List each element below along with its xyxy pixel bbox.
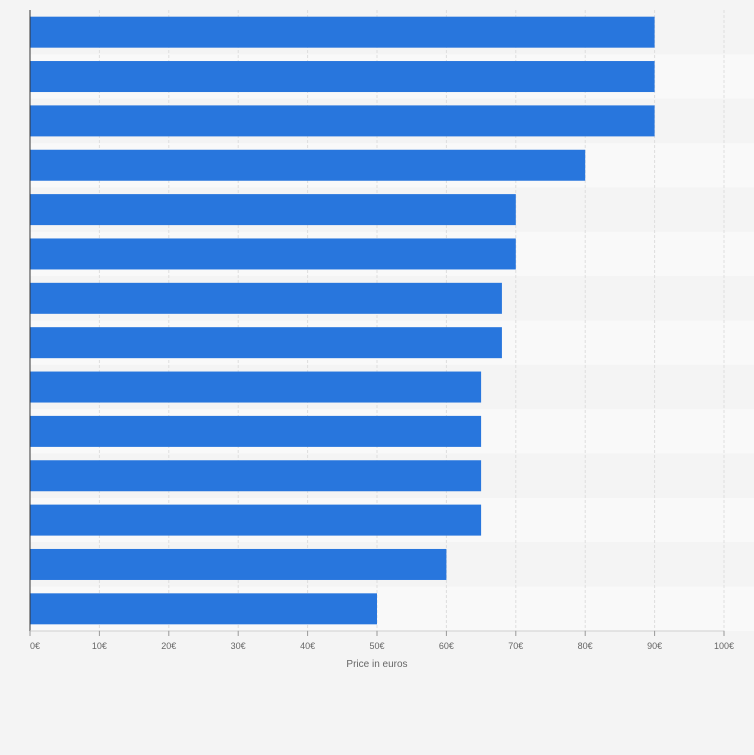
bar[interactable] <box>30 371 482 403</box>
x-axis-title: Price in euros <box>346 659 407 670</box>
x-tick-label: 100€ <box>714 641 734 651</box>
bar[interactable] <box>30 548 447 580</box>
bar[interactable] <box>30 149 586 181</box>
bar[interactable] <box>30 415 482 447</box>
bar[interactable] <box>30 61 655 93</box>
bar[interactable] <box>30 105 655 137</box>
x-tick-label: 0€ <box>30 641 40 651</box>
x-tick-label: 50€ <box>369 641 384 651</box>
bar[interactable] <box>30 327 502 359</box>
bar[interactable] <box>30 460 482 492</box>
x-tick-label: 60€ <box>439 641 454 651</box>
bar[interactable] <box>30 194 516 226</box>
x-tick-label: 30€ <box>231 641 246 651</box>
bar[interactable] <box>30 16 655 48</box>
bar[interactable] <box>30 282 502 314</box>
x-tick-label: 90€ <box>647 641 662 651</box>
x-tick-label: 70€ <box>508 641 523 651</box>
x-tick-label: 80€ <box>578 641 593 651</box>
bar[interactable] <box>30 504 482 536</box>
bar[interactable] <box>30 238 516 270</box>
bar[interactable] <box>30 593 377 625</box>
x-tick-label: 10€ <box>92 641 107 651</box>
x-tick-label: 20€ <box>161 641 176 651</box>
x-tick-label: 40€ <box>300 641 315 651</box>
